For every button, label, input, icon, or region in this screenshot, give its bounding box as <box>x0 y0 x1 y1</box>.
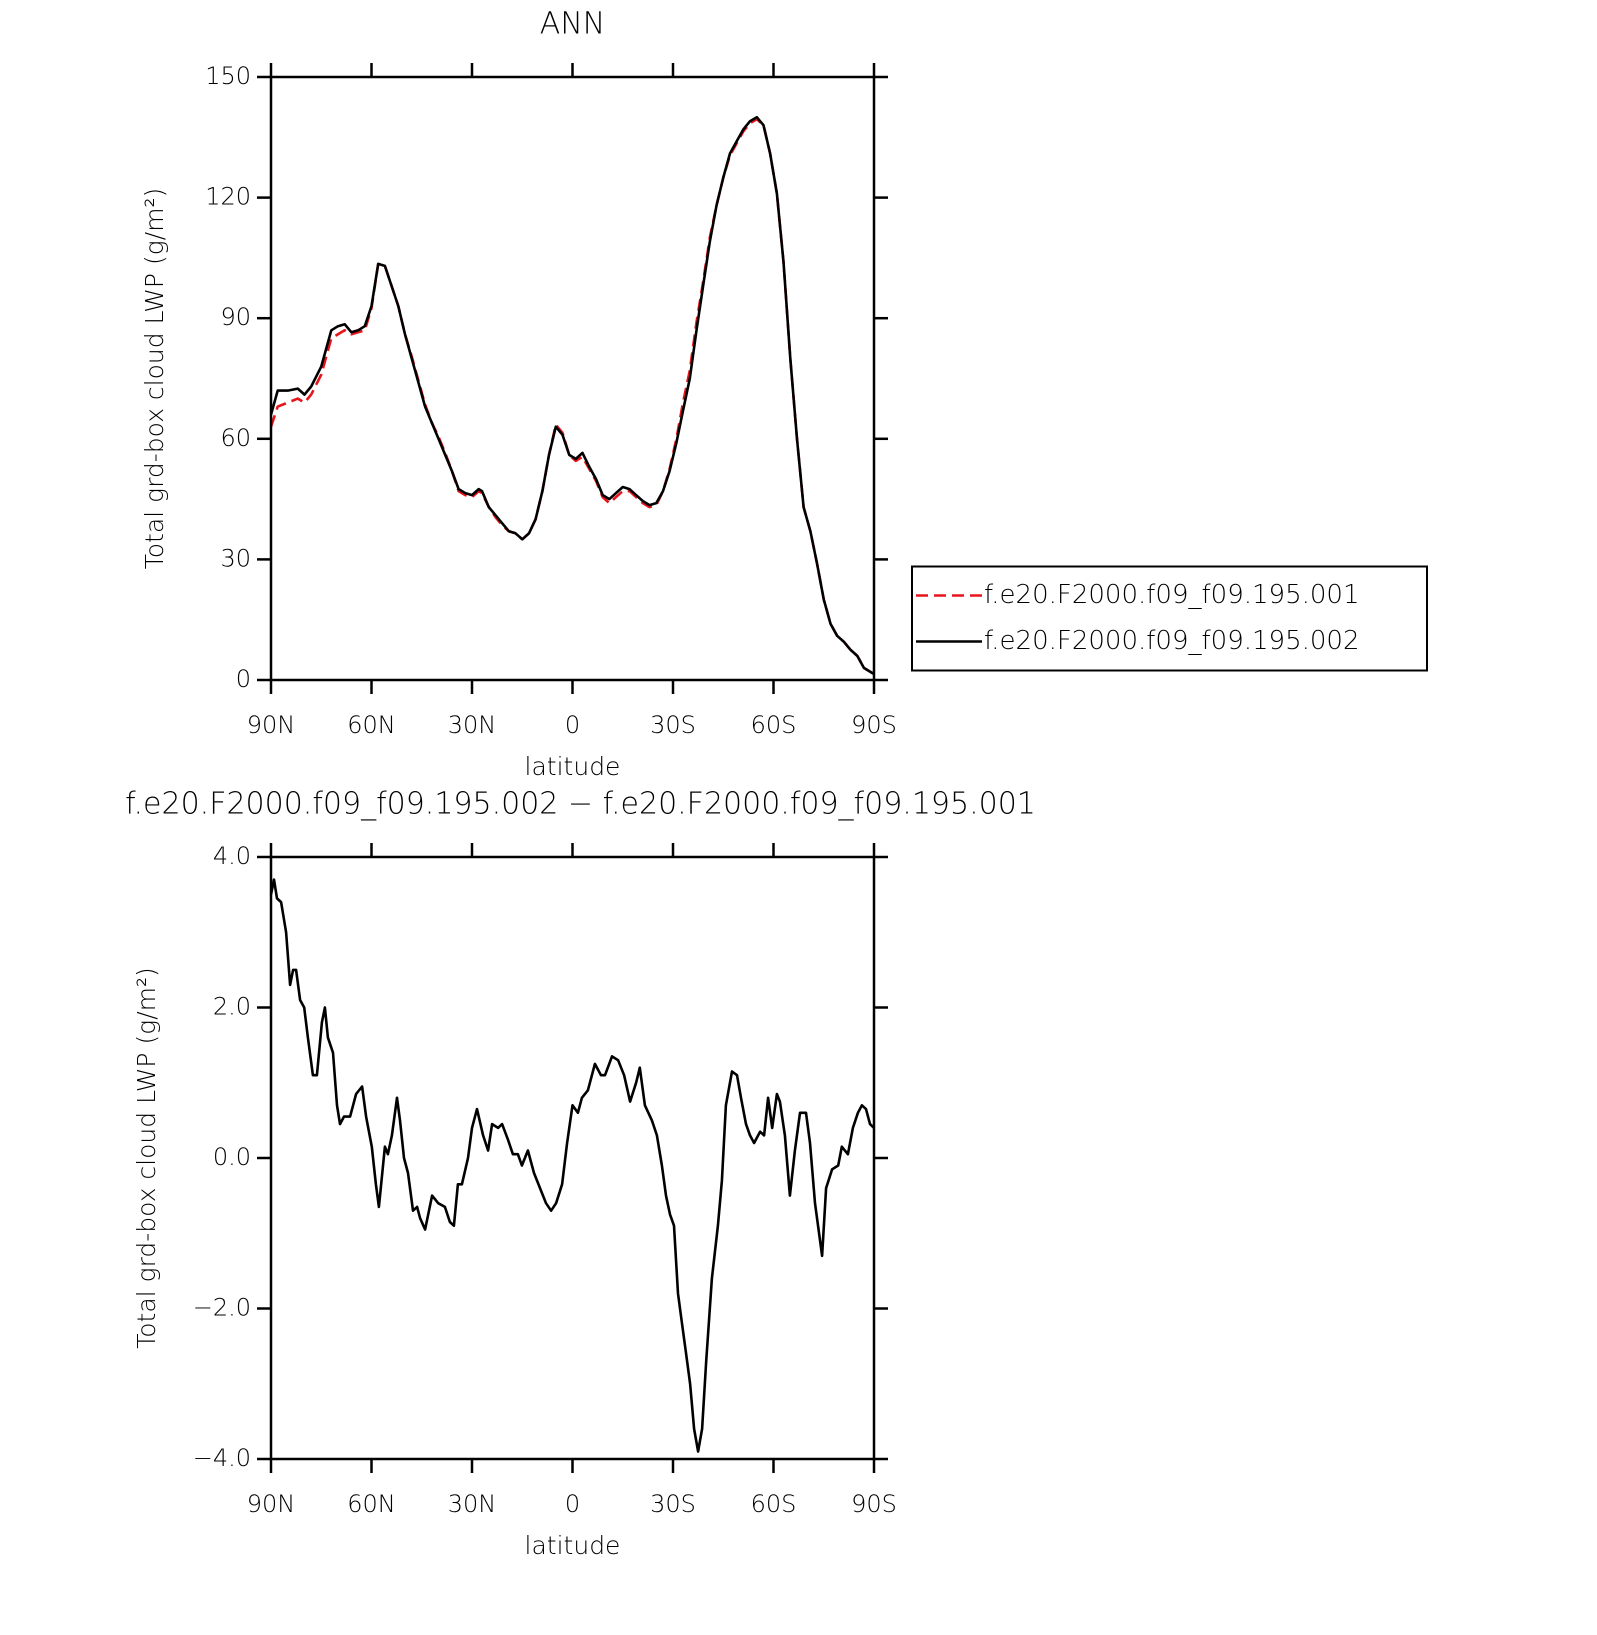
y-tick-label: 30 <box>220 544 251 572</box>
y-axis-label: Total grd-box cloud LWP (g/m²) <box>132 967 161 1349</box>
x-tick-label: 30N <box>448 711 497 739</box>
legend-label: f.e20.F2000.f09_f09.195.001 <box>984 580 1360 610</box>
y-tick-label: −4.0 <box>193 1444 251 1472</box>
x-tick-label: 60S <box>751 1490 797 1518</box>
x-tick-label: 60N <box>347 711 396 739</box>
y-axis-label: Total grd-box cloud LWP (g/m²) <box>140 188 169 570</box>
y-tick-label: 90 <box>220 303 251 331</box>
data-line <box>269 115 875 676</box>
data-line <box>269 117 875 676</box>
plot-frame <box>269 75 876 682</box>
x-tick-label: 30S <box>650 1490 696 1518</box>
x-axis-label: latitude <box>525 1531 621 1560</box>
x-tick-label: 90N <box>247 711 296 739</box>
data-line <box>269 878 875 1453</box>
y-tick-label: 120 <box>205 183 251 211</box>
y-tick-label: 60 <box>220 424 251 452</box>
y-tick-label: 4.0 <box>213 842 251 870</box>
chart-title: f.e20.F2000.f09_f09.195.002 − f.e20.F200… <box>125 787 1036 822</box>
y-tick-label: 0.0 <box>213 1143 251 1171</box>
y-tick-label: −2.0 <box>193 1294 251 1322</box>
x-tick-label: 60S <box>751 711 797 739</box>
chart-title: ANN <box>540 7 605 42</box>
x-tick-label: 90S <box>851 711 897 739</box>
plot-frame <box>269 855 876 1461</box>
x-tick-label: 0 <box>565 1490 580 1518</box>
x-tick-label: 60N <box>347 1490 396 1518</box>
y-tick-label: 150 <box>205 62 251 90</box>
x-tick-label: 30S <box>650 711 696 739</box>
x-tick-label: 0 <box>565 711 580 739</box>
y-tick-label: 2.0 <box>213 993 251 1021</box>
y-tick-label: 0 <box>236 665 251 693</box>
x-tick-label: 90N <box>247 1490 296 1518</box>
legend-label: f.e20.F2000.f09_f09.195.002 <box>984 626 1360 656</box>
legend-box <box>911 565 1428 672</box>
x-tick-label: 90S <box>851 1490 897 1518</box>
x-tick-label: 30N <box>448 1490 497 1518</box>
x-axis-label: latitude <box>525 752 621 781</box>
